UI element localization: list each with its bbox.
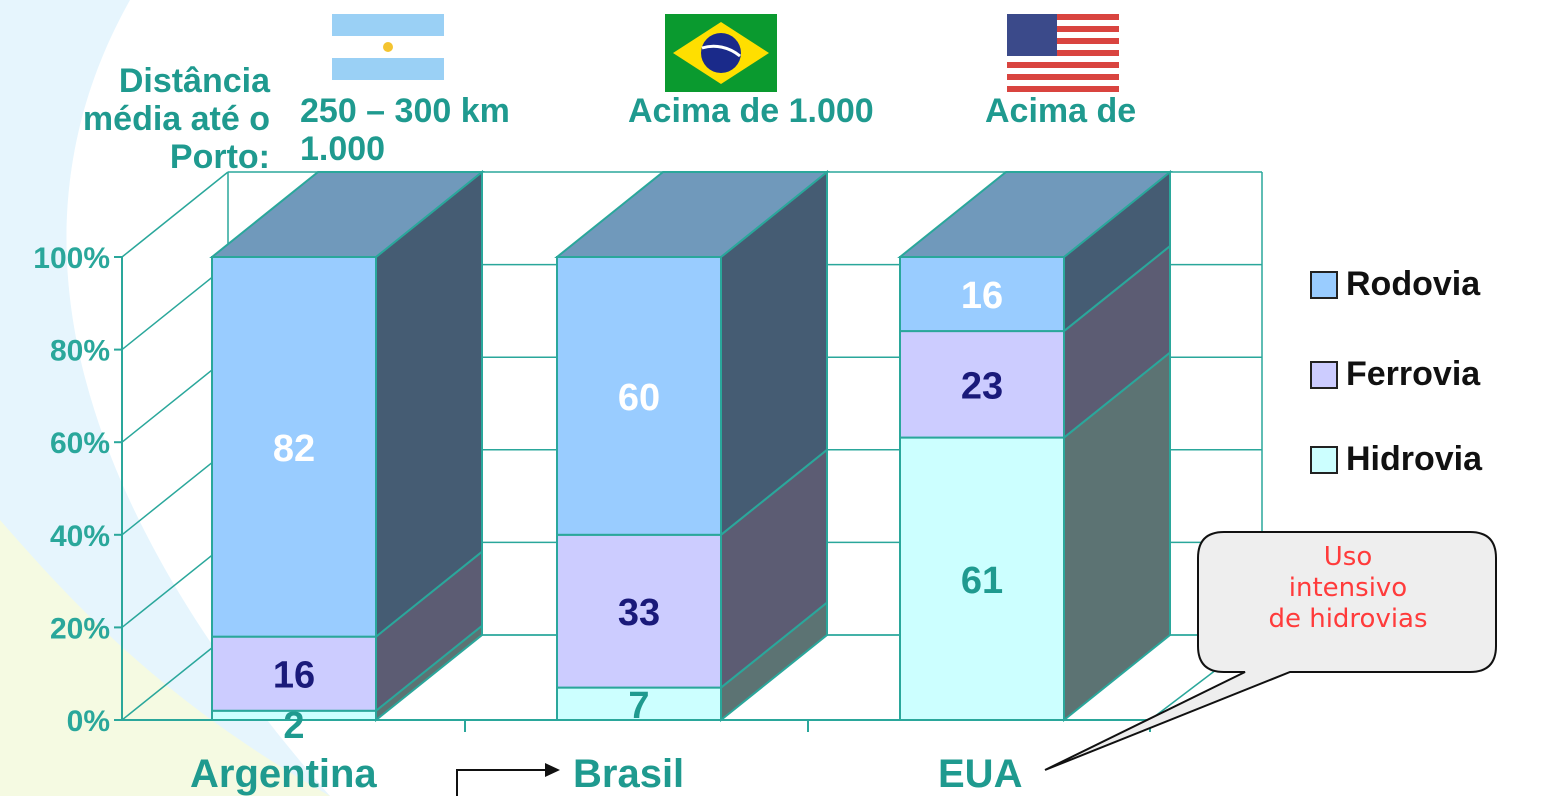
- bar-argentina-ferrovia: [211, 635, 377, 712]
- legend-swatch-rodovia: [1310, 271, 1338, 299]
- bar-argentina-rodovia: [211, 256, 377, 638]
- distance-eua: Acima de: [985, 92, 1137, 130]
- category-argentina: Argentina: [190, 752, 377, 796]
- bar-eua-ferrovia: [899, 330, 1065, 439]
- bar-top-brasil: [554, 171, 830, 258]
- y-tick-label: 0%: [67, 705, 110, 738]
- legend-label-rodovia: Rodovia: [1346, 265, 1481, 303]
- arrow-line: [456, 769, 545, 796]
- distance-argentina: 250 – 300 km 1.000: [300, 92, 510, 168]
- gridline-side: [121, 449, 229, 536]
- data-label-argentina-hidrovia: 2: [283, 705, 304, 747]
- data-label-brasil-hidrovia: 7: [628, 685, 649, 727]
- distance-title: Distância média até o Porto:: [82, 62, 270, 176]
- callout-line-3: de hidrovias: [1268, 604, 1428, 634]
- gridline-side: [121, 356, 229, 443]
- legend-swatch-hidrovia: [1310, 446, 1338, 474]
- argentina-flag-icon: [332, 14, 444, 80]
- distance-brasil: Acima de 1.000: [628, 92, 874, 130]
- legend-label-hidrovia: Hidrovia: [1346, 440, 1483, 478]
- data-label-eua-ferrovia: 23: [961, 365, 1003, 407]
- data-label-argentina-rodovia: 82: [273, 428, 315, 470]
- callout-text: Uso intensivo de hidrovias: [1200, 532, 1496, 672]
- category-eua: EUA: [938, 752, 1023, 796]
- legend-label-ferrovia: Ferrovia: [1346, 355, 1481, 393]
- data-label-brasil-ferrovia: 33: [618, 592, 660, 634]
- callout-line-2: intensivo: [1288, 573, 1408, 603]
- category-brasil: Brasil: [573, 752, 685, 796]
- data-label-argentina-ferrovia: 16: [273, 655, 315, 697]
- y-tick-label: 80%: [50, 335, 110, 368]
- gridline-side: [121, 264, 229, 351]
- bar-eua-hidrovia: [899, 436, 1065, 721]
- callout-line-1: Uso: [1323, 542, 1373, 572]
- data-label-eua-hidrovia: 61: [961, 560, 1003, 602]
- bar-eua-rodovia: [899, 256, 1065, 333]
- data-label-brasil-rodovia: 60: [618, 377, 660, 419]
- bar-top-argentina: [209, 171, 485, 258]
- legend-swatch-ferrovia: [1310, 361, 1338, 389]
- y-tick-label: 20%: [50, 612, 110, 645]
- y-tick-label: 100%: [33, 242, 110, 275]
- data-label-eua-rodovia: 16: [961, 275, 1003, 317]
- bar-brasil-rodovia: [556, 256, 722, 536]
- arrow-head-icon: [545, 763, 560, 777]
- callout-bubble: [1044, 531, 1497, 771]
- y-tick-label: 60%: [50, 427, 110, 460]
- y-tick-label: 40%: [50, 520, 110, 553]
- gridline-side: [121, 171, 229, 258]
- gridline-side: [121, 541, 229, 628]
- bar-top-eua: [897, 171, 1173, 258]
- bar-brasil-hidrovia: [556, 686, 722, 722]
- gridline-side: [121, 634, 229, 721]
- usa-flag-icon: [1007, 14, 1119, 92]
- brazil-flag-icon: [665, 14, 777, 92]
